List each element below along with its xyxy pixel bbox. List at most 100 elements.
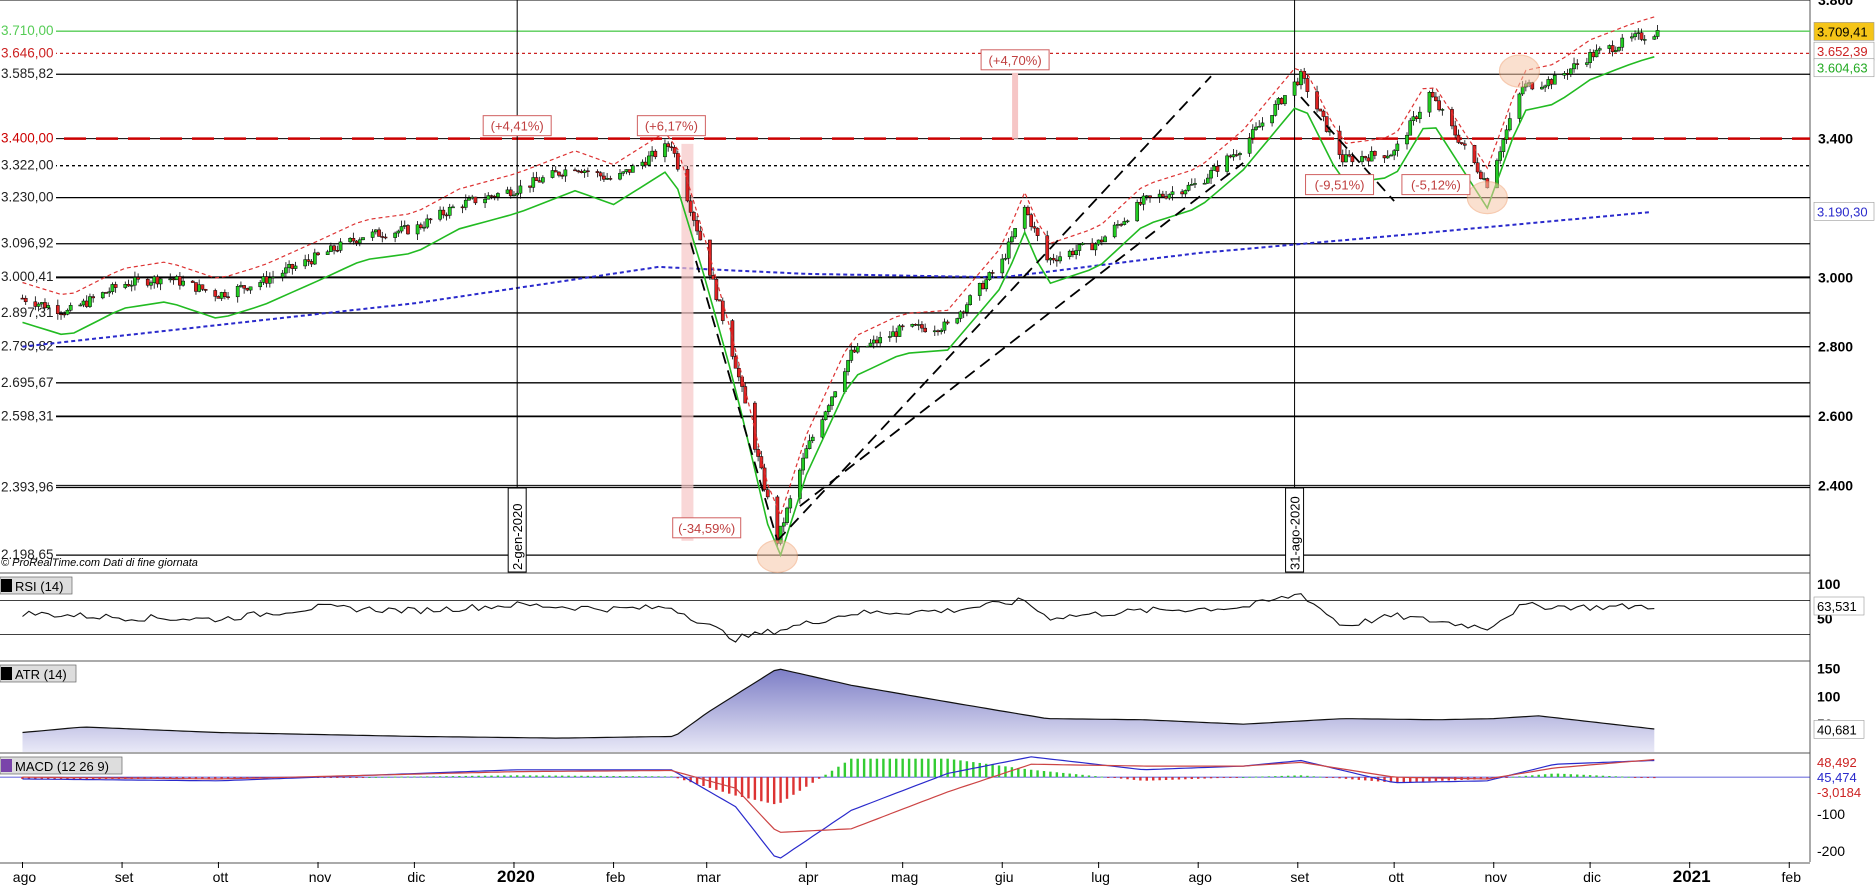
- candle: [492, 196, 497, 198]
- candle: [1112, 224, 1117, 238]
- ma200-line: [22, 211, 1652, 348]
- candle: [936, 330, 940, 333]
- candle: [406, 225, 410, 235]
- candle: [1260, 122, 1265, 127]
- macd-histogram-bar: [1062, 772, 1065, 778]
- price-axis-tick: 2.600: [1818, 408, 1853, 424]
- macd-histogram-bar: [1556, 773, 1560, 778]
- macd-histogram-bar: [625, 776, 628, 778]
- candle: [1205, 177, 1210, 184]
- candle: [1395, 143, 1400, 151]
- candle: [618, 173, 622, 180]
- pivot-circle: [1466, 181, 1508, 215]
- macd-histogram-bar: [1267, 776, 1271, 778]
- trend-line: [776, 75, 1212, 542]
- level-label-bg: [0, 22, 56, 39]
- candle: [865, 345, 870, 348]
- candle: [418, 224, 423, 228]
- level-label-bg: [0, 188, 56, 205]
- macd-histogram-bar: [888, 758, 892, 778]
- candle: [1427, 92, 1432, 113]
- candle: [1250, 129, 1255, 139]
- candle: [977, 282, 982, 296]
- macd-histogram-bar: [1569, 774, 1573, 778]
- candle: [560, 175, 565, 177]
- candle: [1411, 116, 1416, 121]
- macd-histogram-bar: [1588, 775, 1592, 778]
- candle: [1565, 73, 1570, 75]
- candle: [104, 292, 108, 294]
- candle: [830, 396, 834, 406]
- macd-histogram-bar: [734, 777, 737, 796]
- macd-histogram-bar: [336, 777, 339, 778]
- candle: [868, 342, 873, 347]
- candle: [126, 284, 131, 287]
- candle: [846, 360, 850, 372]
- macd-histogram-bar: [869, 758, 872, 778]
- level-label: 3.585,82: [1, 66, 54, 81]
- candle: [370, 231, 375, 238]
- macd-label: MACD (12 26 9): [15, 759, 109, 774]
- candle: [1302, 71, 1307, 79]
- macd-histogram-bar: [920, 758, 924, 778]
- candle: [1501, 139, 1506, 152]
- candle: [1575, 63, 1580, 65]
- macd-histogram-bar: [618, 776, 622, 778]
- candle: [647, 155, 651, 166]
- macd-histogram-bar: [875, 758, 879, 778]
- candle: [463, 199, 468, 208]
- macd-histogram-bar: [329, 777, 333, 778]
- rsi-color-swatch: [1, 579, 12, 592]
- candle: [149, 282, 153, 286]
- macd-histogram-bar: [1184, 777, 1187, 780]
- candle: [1585, 62, 1589, 65]
- candle: [335, 250, 340, 252]
- candle: [624, 169, 629, 173]
- candle: [1276, 98, 1281, 105]
- macd-histogram-bar: [432, 776, 435, 778]
- macd-histogram-bar: [496, 775, 500, 778]
- candle: [171, 278, 176, 281]
- macd-histogram-bar: [194, 777, 198, 779]
- candle: [753, 402, 757, 450]
- macd-histogram-bar: [907, 758, 911, 778]
- macd-histogram-bar: [1608, 776, 1611, 778]
- macd-histogram-bar: [1280, 775, 1283, 778]
- candle: [541, 177, 545, 183]
- candle: [91, 296, 96, 299]
- candle: [239, 285, 243, 287]
- macd-histogram-bar: [1582, 774, 1585, 778]
- macd-histogram-bar: [1415, 777, 1418, 782]
- price-tag-bg: [1813, 202, 1875, 221]
- candle: [483, 198, 487, 204]
- macd-histogram-bar: [978, 762, 981, 778]
- macd-histogram-bar: [1241, 777, 1245, 778]
- candle: [136, 277, 140, 280]
- candle: [1475, 162, 1480, 173]
- candle: [1552, 74, 1557, 85]
- macd-histogram-bar: [702, 777, 705, 786]
- macd-histogram-bar: [747, 777, 750, 799]
- candle: [1193, 183, 1197, 185]
- candle: [1392, 150, 1397, 156]
- macd-histogram-bar: [933, 758, 936, 778]
- price-axis-tick: 3.800: [1818, 0, 1853, 8]
- candle: [357, 239, 362, 244]
- macd-histogram-bar: [676, 777, 680, 779]
- x-axis-tick-label: mar: [697, 869, 721, 885]
- candle: [248, 286, 253, 291]
- candle: [717, 299, 722, 302]
- candle: [1642, 39, 1647, 41]
- candle: [1507, 118, 1512, 131]
- candle: [875, 339, 879, 344]
- level-label: 2.393,96: [1, 479, 54, 494]
- candle: [913, 323, 918, 326]
- candle: [152, 276, 157, 284]
- candle: [1462, 143, 1467, 146]
- candle: [765, 489, 770, 498]
- macd-histogram-bar: [1196, 777, 1200, 779]
- candle: [100, 292, 105, 299]
- macd-histogram-bar: [798, 777, 802, 791]
- candle: [271, 276, 275, 279]
